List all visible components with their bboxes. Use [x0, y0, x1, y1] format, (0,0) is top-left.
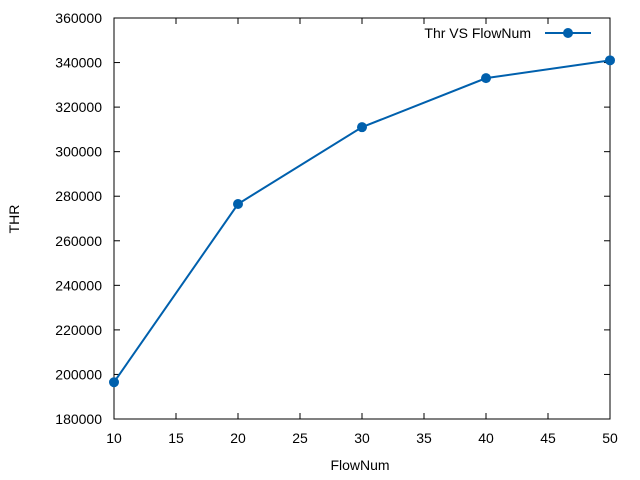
- series-layer: [109, 55, 615, 388]
- legend-label: Thr VS FlowNum: [424, 25, 531, 41]
- x-axis-label: FlowNum: [330, 457, 389, 473]
- data-point: [357, 122, 367, 133]
- legend: Thr VS FlowNum: [424, 25, 591, 41]
- x-tick-label: 25: [292, 430, 308, 446]
- y-tick-label: 220000: [55, 322, 102, 338]
- data-point: [233, 199, 243, 210]
- data-point: [605, 55, 615, 66]
- y-tick-label: 260000: [55, 233, 102, 249]
- axis-ticks: [113, 17, 611, 420]
- x-tick-label: 35: [416, 430, 432, 446]
- data-point: [481, 73, 491, 84]
- y-tick-label: 360000: [55, 10, 102, 26]
- series-line: [113, 59, 611, 383]
- x-tick-label: 10: [106, 430, 122, 446]
- x-tick-label: 45: [540, 430, 556, 446]
- y-axis-label: THR: [6, 205, 22, 234]
- x-tick-label: 40: [478, 430, 494, 446]
- x-tick-labels: 10 15 20 25 30 35 40 45 50: [106, 430, 618, 446]
- legend-marker: [563, 28, 573, 38]
- y-tick-label: 340000: [55, 55, 102, 71]
- x-tick-label: 20: [230, 430, 246, 446]
- y-tick-label: 280000: [55, 188, 102, 204]
- y-tick-label: 300000: [55, 144, 102, 160]
- y-tick-labels: 180000 200000 220000 240000 260000 280000 3000…: [55, 10, 102, 427]
- y-tick-label: 240000: [55, 277, 102, 293]
- data-point: [109, 377, 119, 388]
- y-tick-label: 180000: [55, 411, 102, 427]
- x-tick-label: 50: [602, 430, 618, 446]
- y-tick-label: 200000: [55, 366, 102, 382]
- x-tick-label: 15: [168, 430, 184, 446]
- x-tick-label: 30: [354, 430, 370, 446]
- y-tick-label: 320000: [55, 99, 102, 115]
- plot-frame: [113, 17, 611, 420]
